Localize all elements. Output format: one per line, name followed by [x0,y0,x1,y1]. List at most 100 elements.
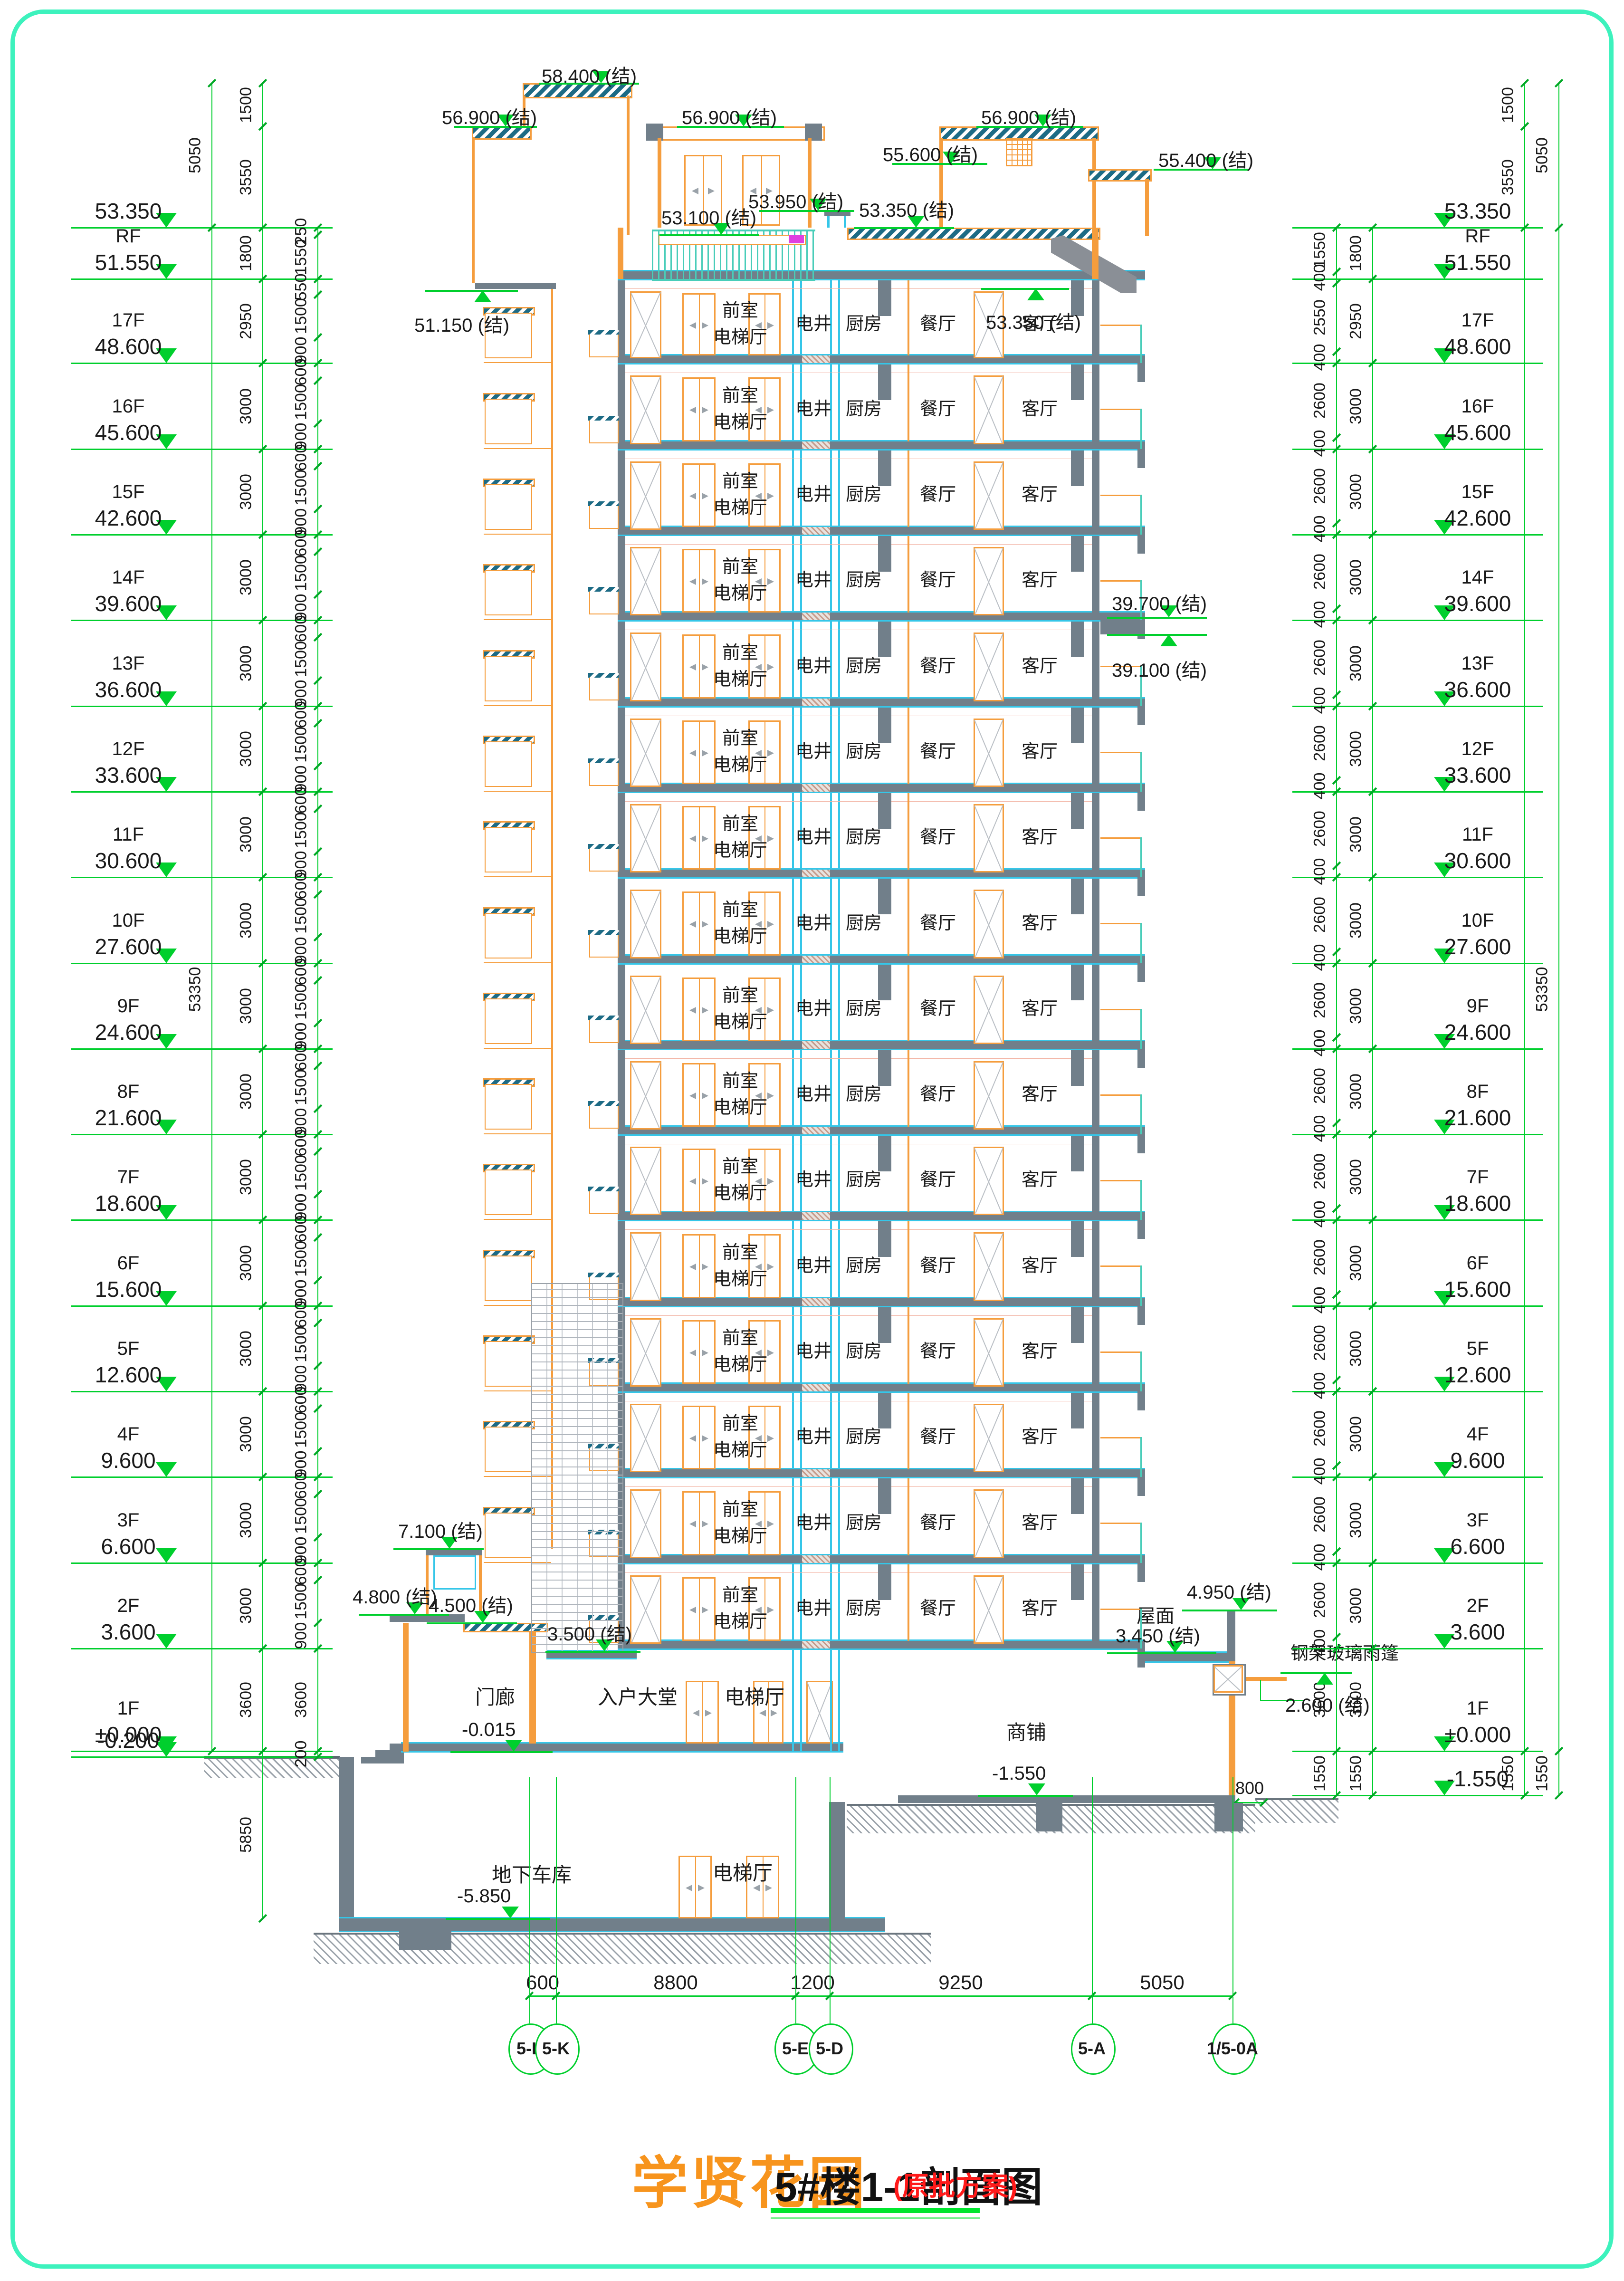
level-elev-left: 27.600 [95,934,162,959]
dim-text: 3000 [237,902,255,939]
door-arrow [770,1709,777,1716]
beam-kitchen [878,1306,891,1343]
dim-line [1107,1652,1216,1654]
window-glazing-line [1215,1666,1242,1691]
dim-text: 3000 [1347,645,1365,681]
room-label-dining: 餐厅 [919,742,956,762]
room-label-lobby1: 前室 [722,1328,759,1348]
dim-text: 3000 [1347,1588,1365,1624]
shaft-slab-hatch [802,1041,830,1049]
door-centerline [699,807,700,868]
dim-line [71,1391,333,1392]
door-arrow [765,1884,773,1891]
elevation-triangle [474,1611,491,1623]
room-label-living: 客厅 [1021,1342,1058,1361]
elevation-triangle [156,1291,177,1306]
dim-text: 3000 [237,1245,255,1281]
kitchen-window [974,804,1004,872]
parapet-right [1092,228,1099,279]
wing-floor-line [484,1476,551,1477]
dim-text: 1500 [292,1498,310,1534]
door-arrow [755,664,762,671]
door-arrow [702,322,709,329]
balcony-rail [1100,1265,1140,1267]
elevator-door-2 [748,1149,781,1212]
door-arrow [689,578,696,585]
door-arrow [702,921,709,928]
level-name-right: 5F [1466,1338,1489,1359]
room-label-kitchen: 厨房 [845,913,882,933]
door-centerline [699,550,700,611]
balcony-downstand [1137,1563,1145,1582]
room-label-living: 客厅 [1021,314,1058,334]
door-arrow [692,1709,699,1716]
elevator-door-2 [748,1406,781,1469]
door-arrow [755,407,762,414]
shaft-slab-hatch [802,1127,830,1134]
dim-text: 1500 [292,298,310,334]
struct-elevation-label: 7.100 (结) [398,1521,483,1542]
dim-text: 3600 [292,1682,310,1718]
room-label-lobby2: 电梯厅 [713,1098,768,1118]
balcony-rail [1100,666,1140,667]
door-arrow [702,492,709,499]
struct-elevation-label: 2.600 (结) [1285,1695,1370,1716]
wing-floor-line [484,791,551,792]
dim-text: 1500 [292,1583,310,1620]
shop-roof-slab [1137,1661,1235,1663]
window-glazing-line [631,462,661,528]
beam-living [1071,1563,1084,1600]
door-arrow [702,1435,709,1442]
door-arrow [755,749,762,757]
dim-line [71,963,333,964]
level-name-left: 3F [117,1510,140,1531]
stair-window [630,804,661,872]
door-arrow [767,322,774,329]
ceiling-finish-line [625,288,1092,289]
room-label-lobby2: 电梯厅 [713,1440,768,1460]
exterior-wall-left [618,1049,625,1127]
dim-text: 2600 [1310,1325,1329,1361]
door-centerline [699,295,700,354]
door-arrow [755,1178,762,1185]
shaft-slab-hatch [802,613,830,620]
lobby-floor-slab [401,1742,843,1744]
dim-line [529,1997,530,2023]
balcony-rail-post [1140,1265,1142,1306]
room-label-lobby2: 电梯厅 [713,1012,768,1032]
elevation-triangle [1204,157,1221,169]
floor-slab [618,611,1145,613]
level-elev-right: 53.350 [1444,199,1511,223]
ac-platform [589,334,619,357]
floor-slab [618,699,1145,706]
wall-58400-l [523,96,525,126]
wall-56900-left [472,137,475,283]
exterior-wall-right [1092,1306,1099,1384]
elevation-triangle [156,213,177,228]
ac-platform-cap [588,1273,619,1277]
dim-line [659,234,759,236]
door-centerline [699,636,700,697]
level-elev-right: 51.550 [1444,250,1511,275]
dim-text: 600 [292,701,310,728]
struct-elevation-label: 3.500 (结) [547,1624,632,1645]
room-label-shaft: 电井 [795,999,832,1019]
dim-text: 1800 [1347,235,1365,271]
beam-kitchen [878,535,891,572]
beam-kitchen [878,449,891,486]
dim-line [1107,617,1207,619]
dim-line [539,83,639,85]
beam-kitchen [878,706,891,743]
level-name-left: 16F [112,396,145,417]
level-name-left: 14F [112,567,145,588]
dim-text: 400 [1310,1543,1329,1571]
door-centerline [699,893,700,954]
window-glazing-line [975,1062,1003,1128]
door-centerline [699,379,700,440]
dim-text: 2600 [1310,1068,1329,1104]
room-label-shaft: 电井 [795,1599,832,1619]
shaft-slab-hatch [802,1641,830,1648]
partition-dining [908,535,909,613]
door-centerline [764,636,765,697]
balcony-rail [1100,1609,1140,1610]
